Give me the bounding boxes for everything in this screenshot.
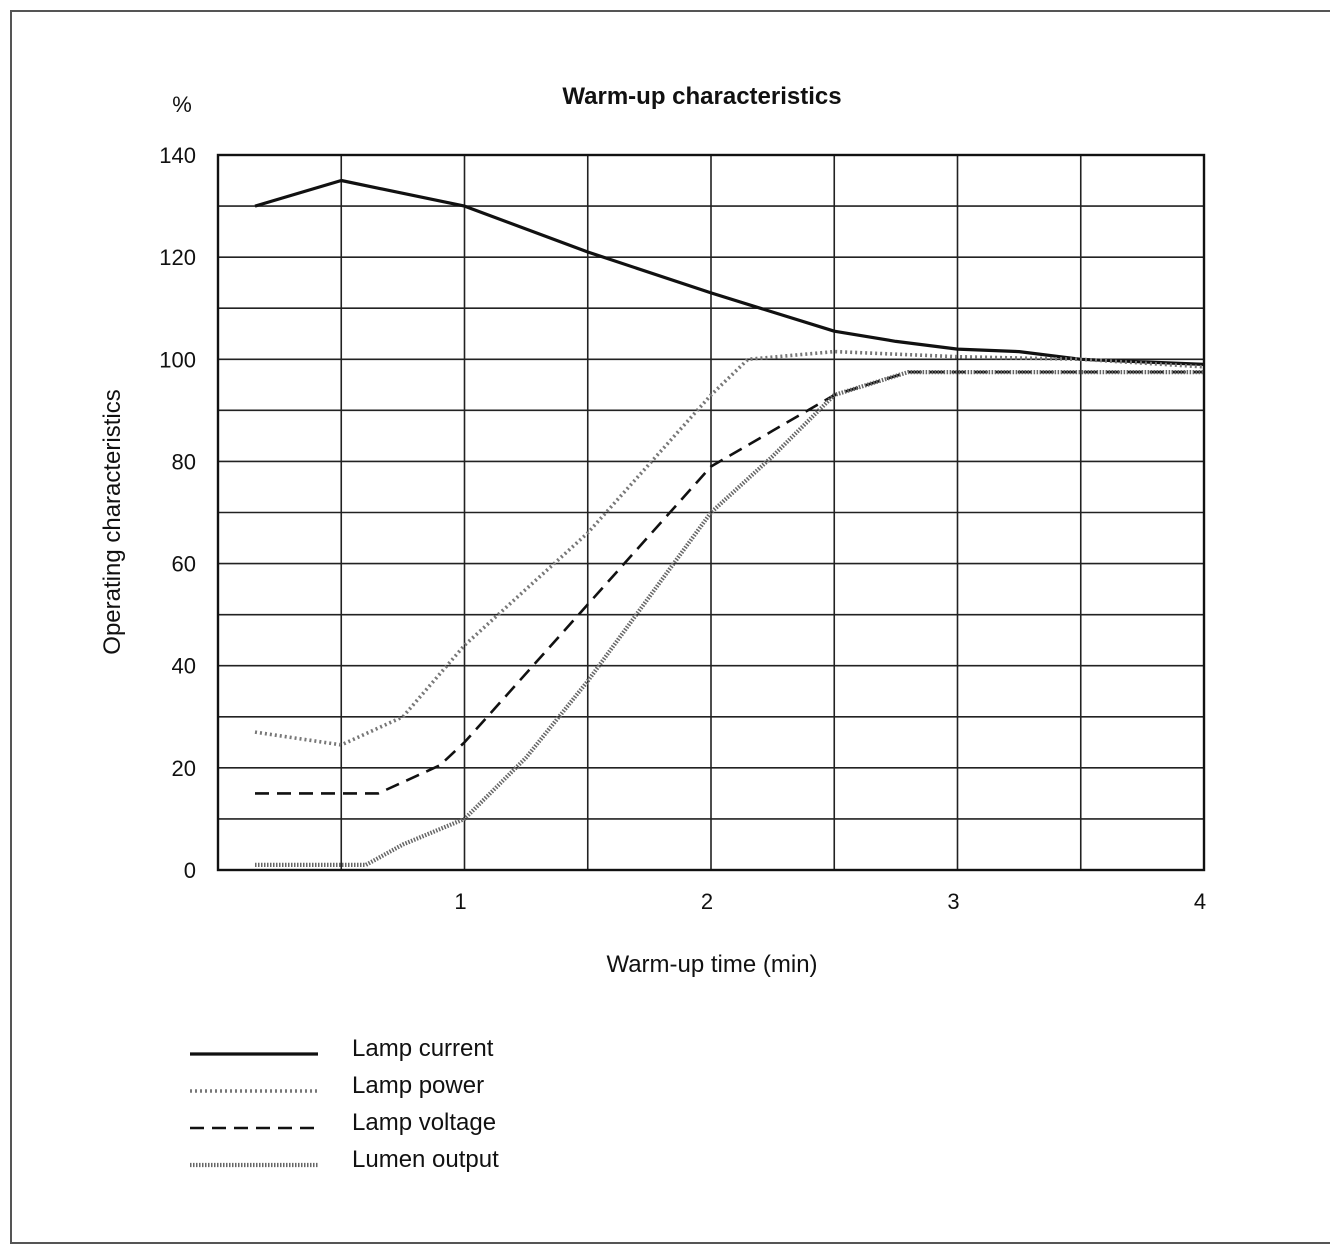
y-ticks: 0 20 40 60 80 100 120 140	[159, 143, 196, 883]
y-tick-label: 20	[172, 756, 196, 781]
y-tick-label: 0	[184, 858, 196, 883]
legend-label-1: Lamp current	[352, 1035, 494, 1062]
series-line-4	[255, 370, 1204, 867]
grid	[216, 153, 1206, 872]
x-tick-label: 2	[701, 889, 713, 914]
y-axis-label: Operating characteristics	[99, 389, 126, 654]
y-axis-unit: %	[172, 92, 192, 117]
legend-label-3: Lamp voltage	[352, 1109, 496, 1136]
series-line-2	[254, 349, 1205, 747]
y-tick-label: 60	[172, 552, 196, 577]
x-axis-label: Warm-up time (min)	[606, 951, 817, 978]
chart-frame	[10, 10, 1330, 1244]
legend: Lamp current Lamp power Lamp voltage Lumen …	[190, 1035, 499, 1173]
y-tick-label: 140	[159, 143, 196, 168]
x-tick-label: 4	[1194, 889, 1206, 914]
x-tick-label: 1	[454, 889, 466, 914]
x-tick-label: 3	[947, 889, 959, 914]
y-tick-label: 80	[172, 449, 196, 474]
series-line-1	[254, 178, 1205, 366]
legend-label-4: Lumen output	[352, 1146, 499, 1173]
y-tick-label: 120	[159, 245, 196, 270]
plot-area-border	[216, 153, 1206, 872]
x-ticks: 1 2 3 4	[454, 889, 1206, 914]
y-tick-label: 100	[159, 347, 196, 372]
legend-label-2: Lamp power	[352, 1072, 484, 1099]
chart-title: Warm-up characteristics	[562, 83, 841, 110]
series-line-3	[255, 370, 1204, 795]
series-lines	[254, 178, 1205, 867]
y-tick-label: 40	[172, 654, 196, 679]
